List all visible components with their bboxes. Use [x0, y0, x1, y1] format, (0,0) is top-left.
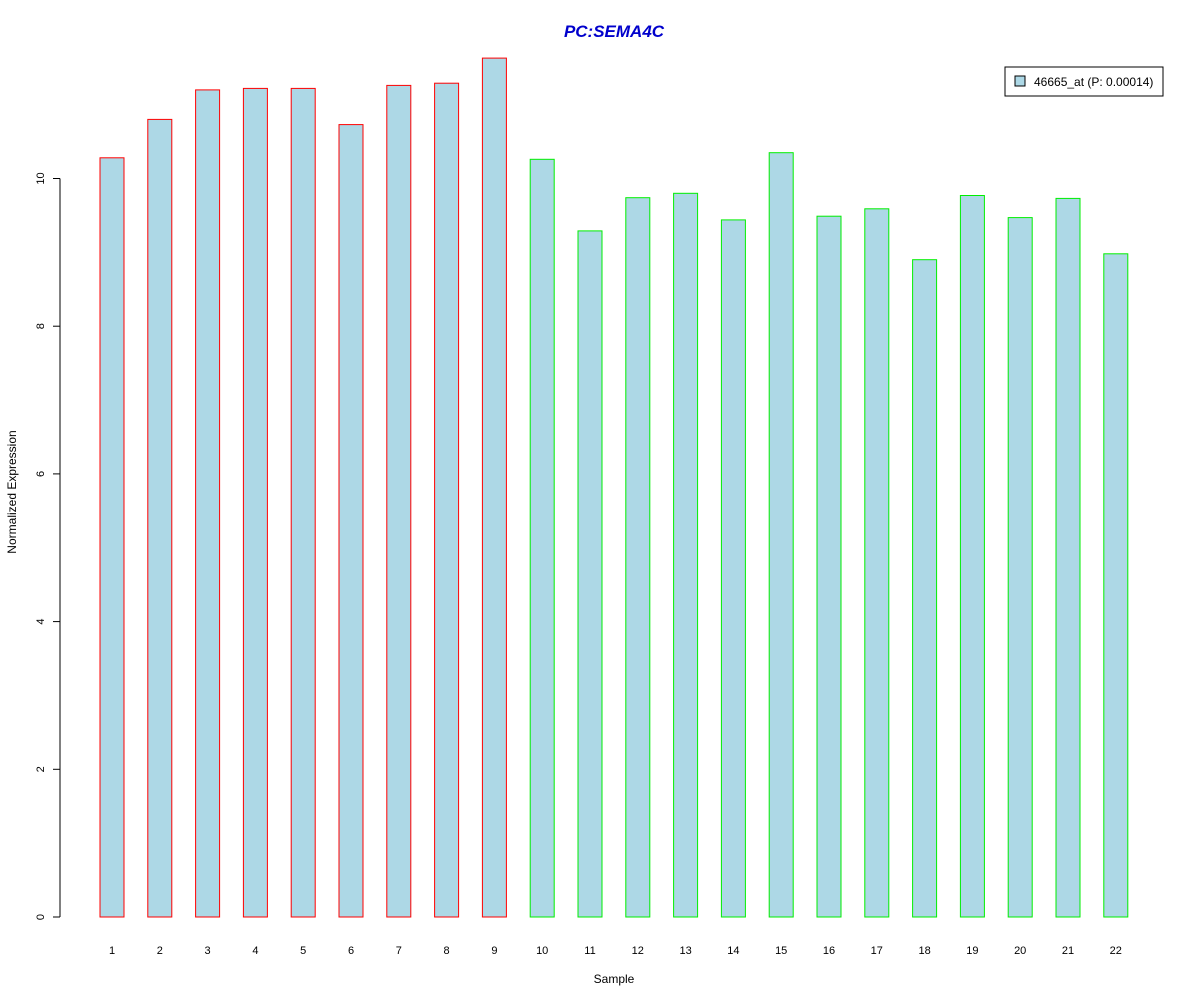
x-tick-label: 6: [348, 945, 354, 957]
x-tick-label: 16: [823, 945, 835, 957]
x-tick-label: 21: [1062, 945, 1074, 957]
bar-sample-20: [1007, 217, 1033, 918]
y-tick-label: 4: [35, 619, 47, 625]
x-tick-label: 18: [918, 945, 930, 957]
x-axis-label: Sample: [594, 972, 635, 986]
bar-sample-1: [99, 157, 125, 918]
bar-sample-22: [1103, 253, 1129, 918]
y-tick-label: 6: [35, 471, 47, 477]
x-tick-label: 1: [109, 945, 115, 957]
bar-sample-9: [481, 57, 507, 918]
bar-sample-8: [434, 82, 460, 918]
y-tick-label: 0: [35, 914, 47, 920]
x-tick-labels: 1 2 3 4 5 6 7 8 9 10 11 12 13 14 15 16 17 18 19 20 21 22: [109, 945, 1122, 957]
y-tick-label: 8: [35, 323, 47, 329]
x-tick-label: 4: [252, 945, 258, 957]
bar-sample-6: [338, 124, 364, 918]
bar-sample-16: [816, 215, 842, 918]
y-tick-label: 10: [35, 172, 47, 184]
x-tick-label: 11: [584, 945, 595, 957]
legend: 46665_at (P: 0.00014): [1004, 66, 1164, 97]
x-tick-label: 22: [1110, 945, 1122, 957]
x-tick-label: 13: [679, 945, 691, 957]
x-tick-label: 8: [444, 945, 450, 957]
x-tick-label: 5: [300, 945, 306, 957]
x-tick-label: 12: [632, 945, 644, 957]
bar-sample-21: [1055, 197, 1081, 918]
legend-label: 46665_at (P: 0.00014): [1034, 75, 1153, 89]
bar-sample-2: [147, 118, 173, 918]
x-tick-label: 14: [727, 945, 739, 957]
bar-sample-4: [242, 87, 268, 918]
bar-sample-11: [577, 230, 603, 918]
y-axis: 0 2 4 6 8 10: [35, 172, 61, 920]
x-tick-label: 2: [157, 945, 163, 957]
bar-sample-18: [912, 259, 938, 918]
chart-title: PC:SEMA4C: [564, 22, 665, 41]
bar-series: [99, 57, 1129, 918]
x-tick-label: 19: [966, 945, 978, 957]
y-tick-label: 2: [35, 766, 47, 772]
x-tick-label: 15: [775, 945, 787, 957]
bar-sample-5: [290, 87, 316, 918]
x-tick-label: 17: [871, 945, 883, 957]
bar-sample-12: [625, 197, 651, 918]
x-tick-label: 20: [1014, 945, 1026, 957]
y-axis-label: Normalized Expression: [5, 430, 19, 553]
bar-sample-15: [768, 152, 794, 918]
legend-box: [1004, 66, 1164, 97]
bar-sample-17: [864, 208, 890, 918]
legend-swatch: [1014, 75, 1026, 87]
bar-sample-19: [959, 195, 985, 918]
bar-sample-14: [720, 219, 746, 918]
x-tick-label: 3: [205, 945, 211, 957]
bar-sample-7: [386, 84, 412, 918]
x-tick-label: 10: [536, 945, 548, 957]
bar-sample-13: [673, 192, 699, 918]
x-tick-label: 9: [491, 945, 497, 957]
bar-sample-3: [195, 89, 221, 918]
bar-sample-10: [529, 158, 555, 918]
x-tick-label: 7: [396, 945, 402, 957]
